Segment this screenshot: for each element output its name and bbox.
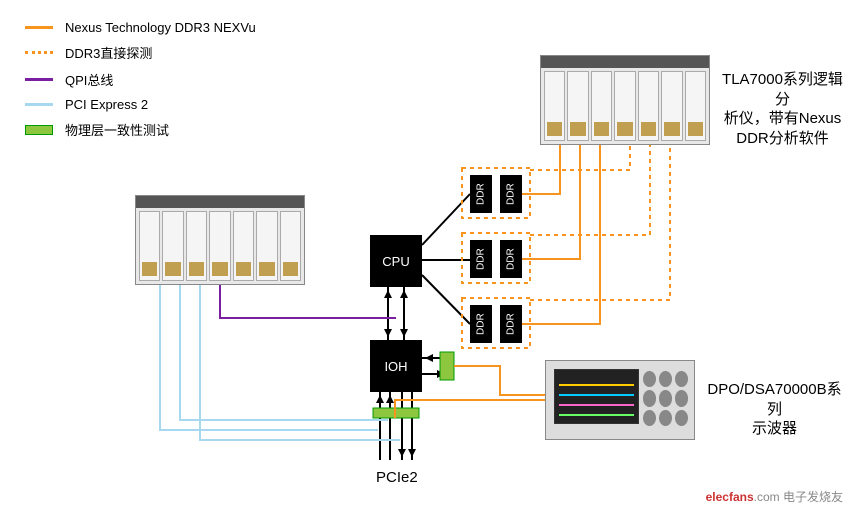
ddr-module: DDR [470,305,492,343]
legend-swatch-phy [25,125,53,135]
ioh-label: IOH [384,359,407,374]
analyzer-right-label: TLA7000系列逻辑分 析仪，带有Nexus DDR分析软件 [720,70,845,148]
watermark: elecfans.com 电子发烧友 [706,488,843,505]
legend-swatch-ddr-probe [25,51,53,54]
ddr-module: DDR [500,240,522,278]
legend-label: PCI Express 2 [65,97,148,112]
ddr-module: DDR [500,305,522,343]
logic-analyzer-right [540,55,710,145]
legend-swatch-pcie [25,103,53,106]
ioh-block: IOH [370,340,422,392]
cpu-block: CPU [370,235,422,287]
legend-item: PCI Express 2 [25,97,256,112]
logic-analyzer-left [135,195,305,285]
legend-label: 物理层一致性测试 [65,120,169,139]
legend-item: QPI总线 [25,70,256,89]
legend-item: Nexus Technology DDR3 NEXVu [25,20,256,35]
ddr-module: DDR [470,240,492,278]
legend-label: QPI总线 [65,70,113,89]
pcie-label: PCIe2 [376,468,418,488]
oscilloscope [545,360,695,440]
legend-label: DDR3直接探测 [65,43,152,62]
scope-label: DPO/DSA70000B系列 示波器 [702,380,847,439]
ddr-module: DDR [500,175,522,213]
ddr-module: DDR [470,175,492,213]
scope-screen [554,369,639,424]
legend-swatch-qpi [25,78,53,81]
legend-item: DDR3直接探测 [25,43,256,62]
legend-label: Nexus Technology DDR3 NEXVu [65,20,256,35]
legend: Nexus Technology DDR3 NEXVu DDR3直接探测 QPI… [25,20,256,147]
legend-item: 物理层一致性测试 [25,120,256,139]
cpu-label: CPU [382,254,409,269]
legend-swatch-nexvu [25,26,53,29]
